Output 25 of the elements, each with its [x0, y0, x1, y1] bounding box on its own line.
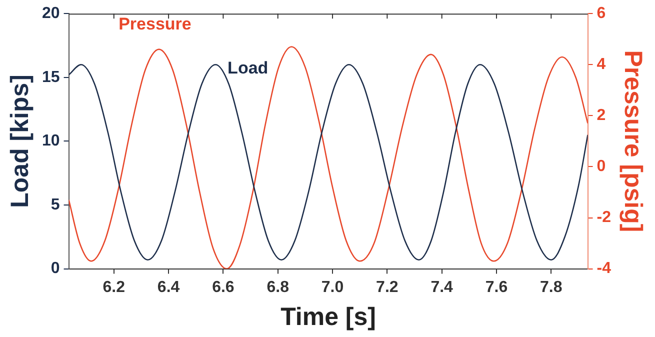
- y-axis-title: Load [kips]: [6, 74, 34, 208]
- x-tick-label: 6.4: [157, 278, 180, 296]
- y2-tick-label: -4: [596, 260, 612, 278]
- x-tick-label: 6.2: [102, 278, 126, 296]
- x-axis-title: Time [s]: [280, 302, 376, 331]
- y2-tick-label: 0: [596, 158, 606, 176]
- y-tick-label: 15: [42, 68, 60, 86]
- y2-tick-label: 6: [596, 5, 606, 22]
- y2-tick-label: -2: [596, 209, 612, 226]
- x-tick-label: 7.0: [321, 278, 344, 296]
- y2-axis-title: Pressure [psig]: [619, 50, 648, 232]
- x-tick-label: 6.8: [266, 278, 290, 296]
- y-tick-label: 5: [50, 196, 60, 214]
- y-tick-label: 0: [50, 260, 60, 278]
- x-tick-label: 7.6: [485, 278, 508, 296]
- series-label: Load: [228, 58, 268, 78]
- y-tick-label: 20: [42, 5, 60, 22]
- x-tick-label: 7.4: [430, 278, 454, 296]
- x-tick-label: 7.2: [376, 278, 398, 296]
- x-tick-label: 6.6: [212, 278, 234, 296]
- series-label: Pressure: [118, 14, 192, 34]
- y2-tick-label: 4: [596, 56, 606, 74]
- y2-tick-label: 2: [596, 107, 606, 124]
- x-tick-label: 7.8: [540, 278, 562, 296]
- y-tick-label: 10: [42, 132, 60, 150]
